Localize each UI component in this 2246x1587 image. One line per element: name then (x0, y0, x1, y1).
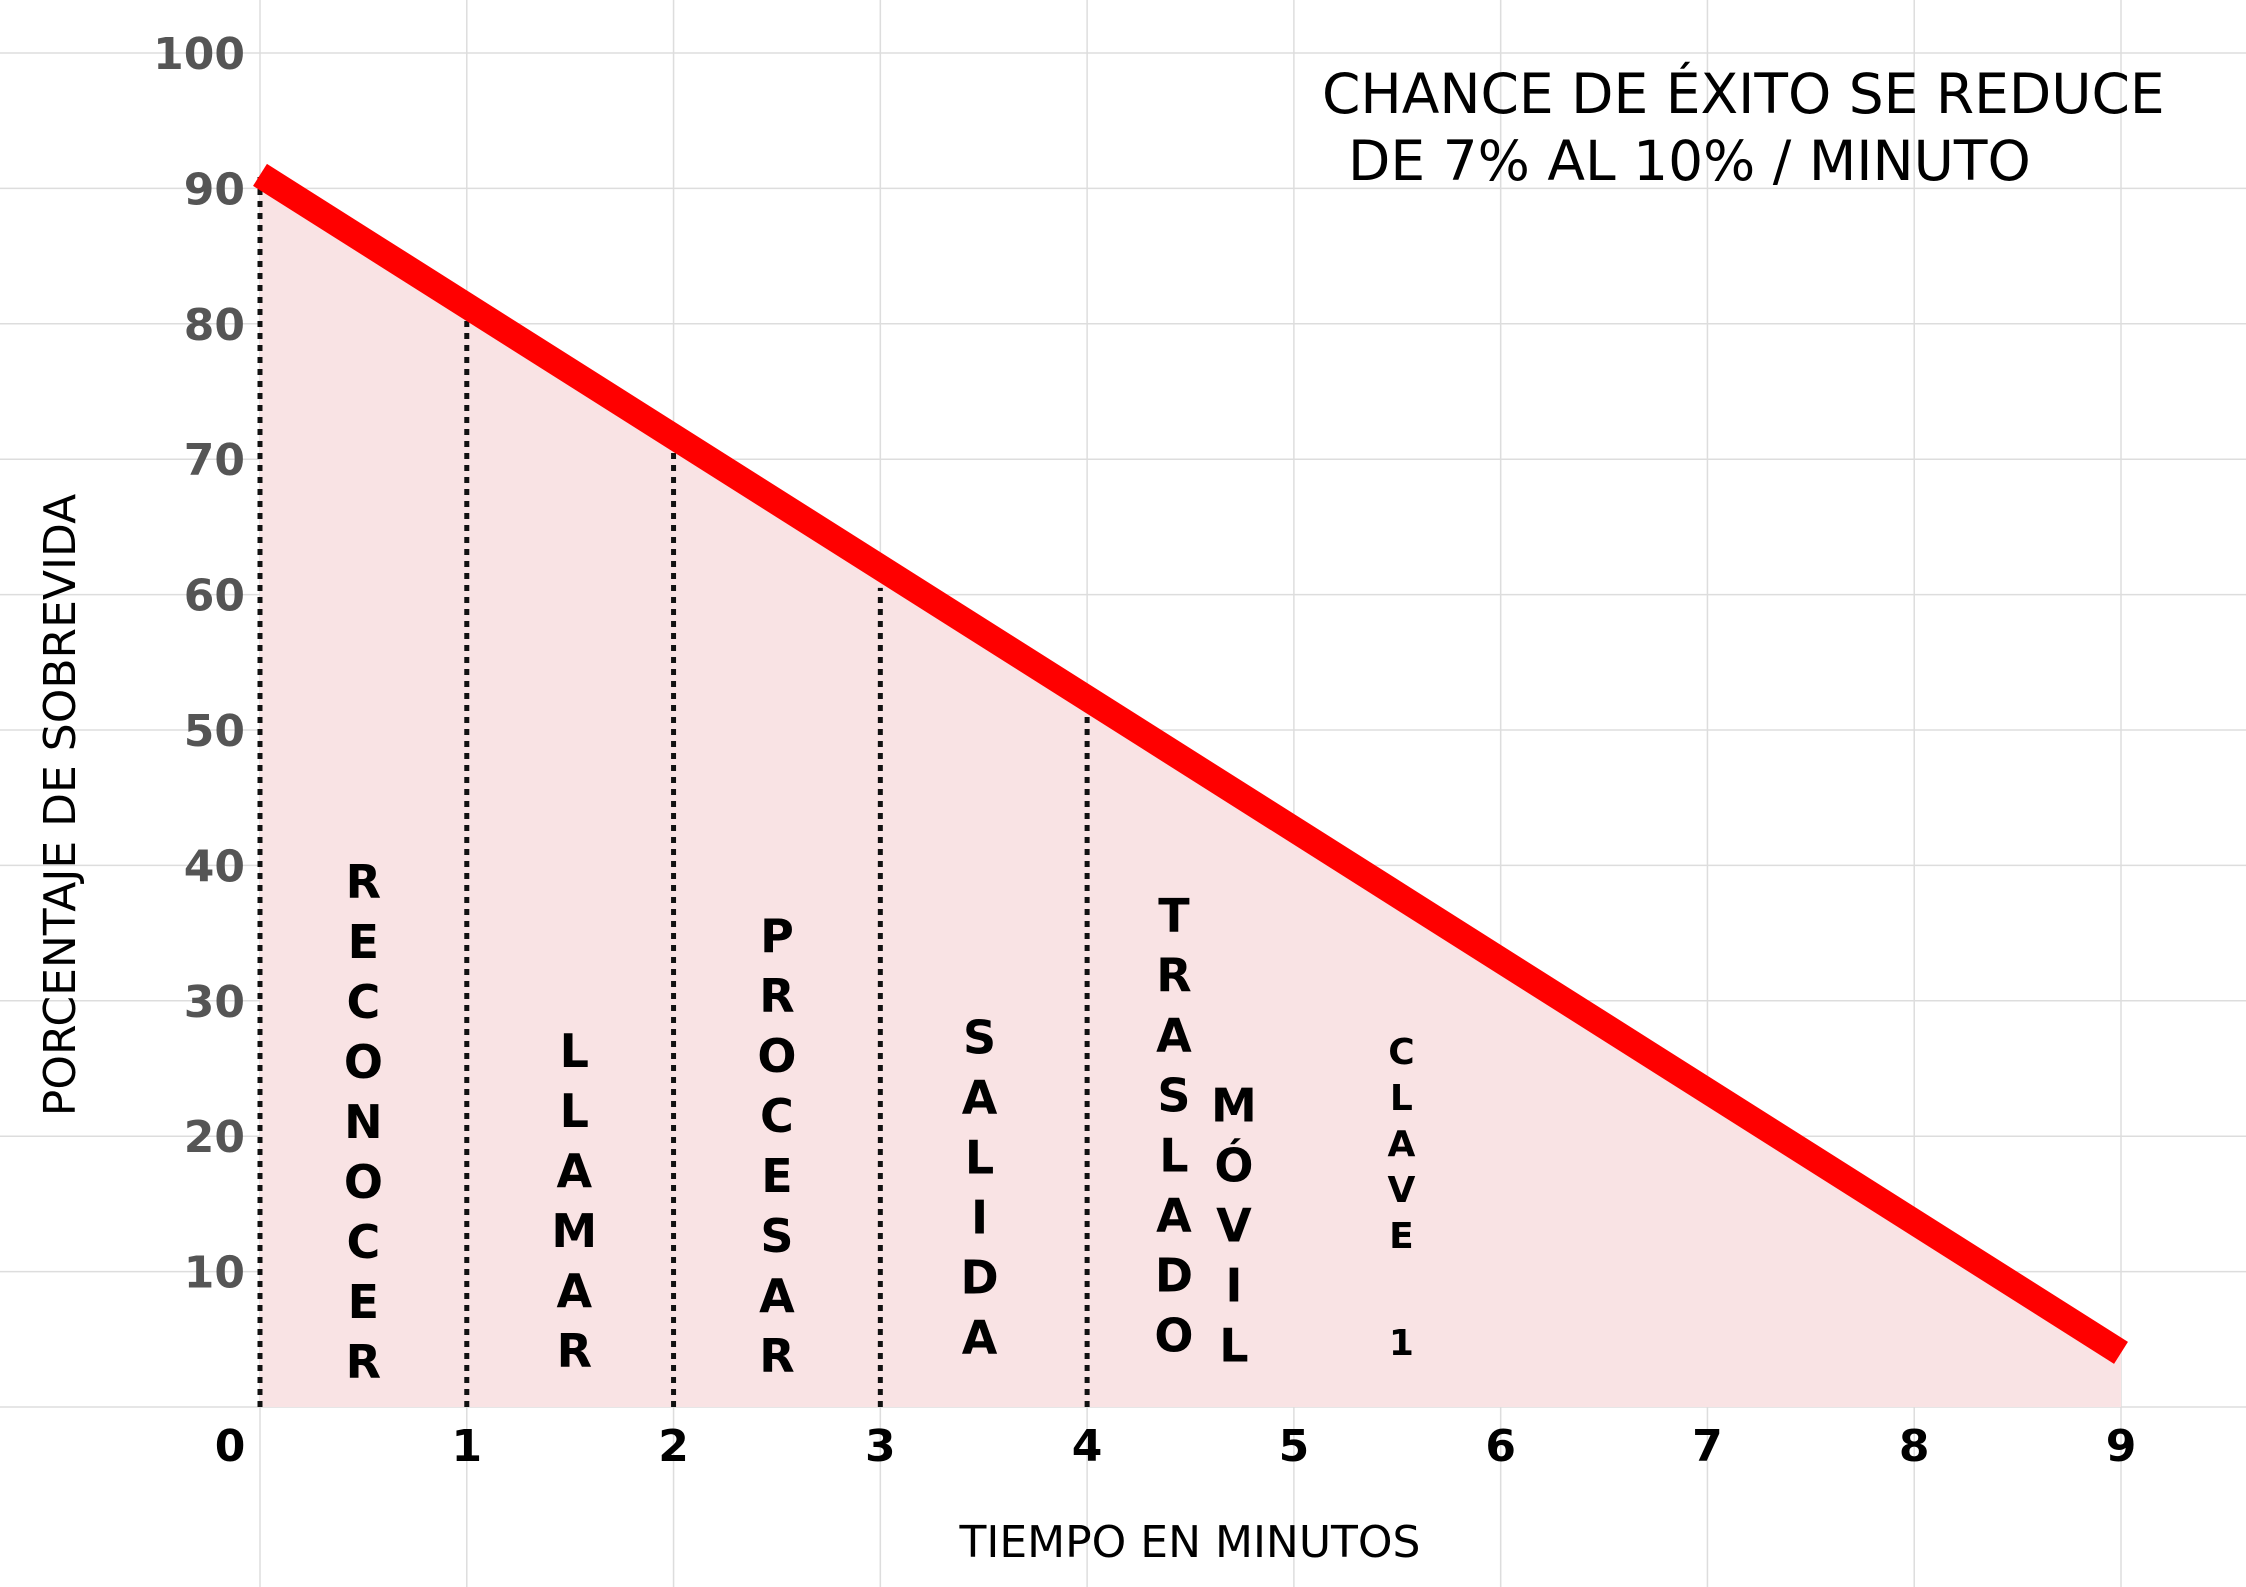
y-tick-label-9: 100 (153, 29, 245, 80)
x-tick-label-6: 6 (1485, 1421, 1516, 1472)
x-tick-label-9: 9 (2106, 1421, 2137, 1472)
y-tick-label-8: 90 (184, 164, 245, 215)
chart-title-line-1: CHANCE DE ÉXITO SE REDUCE (1322, 62, 2165, 126)
x-tick-label-1: 1 (451, 1421, 482, 1472)
x-tick-label-4: 4 (1072, 1421, 1103, 1472)
x-tick-label-0: 0 (215, 1421, 246, 1472)
survival-line-group (253, 163, 2128, 1364)
y-tick-label-7: 80 (184, 300, 245, 351)
x-tick-label-5: 5 (1279, 1421, 1310, 1472)
x-tick-label-7: 7 (1692, 1421, 1723, 1472)
y-tick-label-0: 10 (184, 1248, 245, 1299)
y-tick-label-6: 70 (184, 435, 245, 486)
x-axis-ticks: 0 1 2 3 4 5 6 7 8 9 (215, 1421, 2137, 1472)
x-axis-label: TIEMPO EN MINUTOS (959, 1517, 1421, 1568)
x-tick-label-3: 3 (865, 1421, 896, 1472)
stage-labels: R E C O N O C E R L L A M A R P R O C E S A R S A L I D A T R A S L A D O M Ó V… (344, 855, 1416, 1389)
y-tick-label-3: 40 (184, 841, 245, 892)
y-tick-label-1: 20 (184, 1112, 245, 1163)
y-axis-ticks: 10 20 30 40 50 60 70 80 90 100 (153, 29, 245, 1299)
survival-line (253, 163, 2128, 1364)
y-tick-label-5: 60 (184, 571, 245, 622)
y-tick-label-4: 50 (184, 706, 245, 757)
x-tick-label-2: 2 (658, 1421, 689, 1472)
chart-title-line-2: DE 7% AL 10% / MINUTO (1348, 129, 2031, 193)
stage-label-7: 1 (1389, 1323, 1414, 1364)
y-tick-label-2: 30 (184, 977, 245, 1028)
x-tick-label-8: 8 (1899, 1421, 1930, 1472)
y-axis-label: PORCENTAJE DE SOBREVIDA (35, 494, 86, 1116)
stage-dividers (257, 174, 1090, 1407)
